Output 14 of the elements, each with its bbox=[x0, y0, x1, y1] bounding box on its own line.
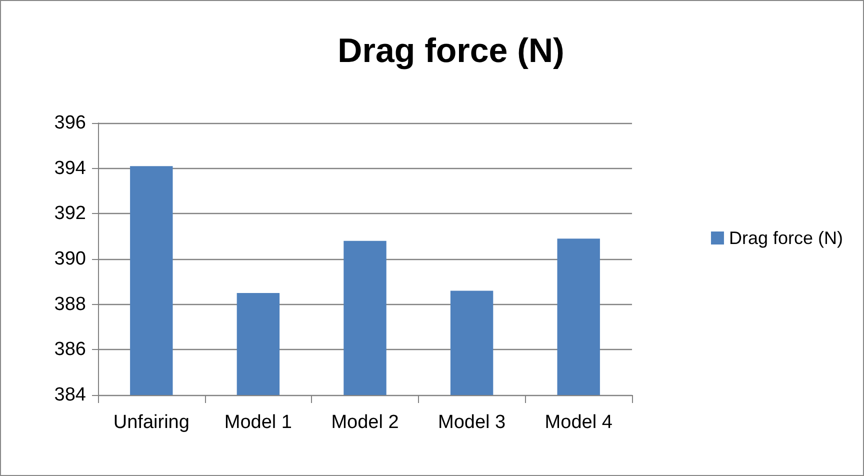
x-tick-label: Model 3 bbox=[438, 412, 506, 433]
y-tick-label: 390 bbox=[54, 248, 86, 270]
y-tick-label: 394 bbox=[54, 158, 86, 179]
chart-title: Drag force (N) bbox=[338, 32, 564, 70]
y-tick-label: 388 bbox=[54, 294, 86, 315]
x-tick-label: Model 2 bbox=[331, 412, 399, 433]
y-tick-label: 386 bbox=[54, 339, 86, 360]
y-tick-label: 384 bbox=[54, 384, 86, 406]
x-tick-label: Unfairing bbox=[113, 412, 190, 433]
x-tick-label: Model 1 bbox=[224, 412, 292, 433]
legend-label: Drag force (N) bbox=[728, 228, 844, 248]
y-tick-label: 392 bbox=[54, 203, 86, 224]
y-tick-label: 396 bbox=[54, 112, 86, 134]
x-tick-label: Model 4 bbox=[544, 412, 613, 433]
